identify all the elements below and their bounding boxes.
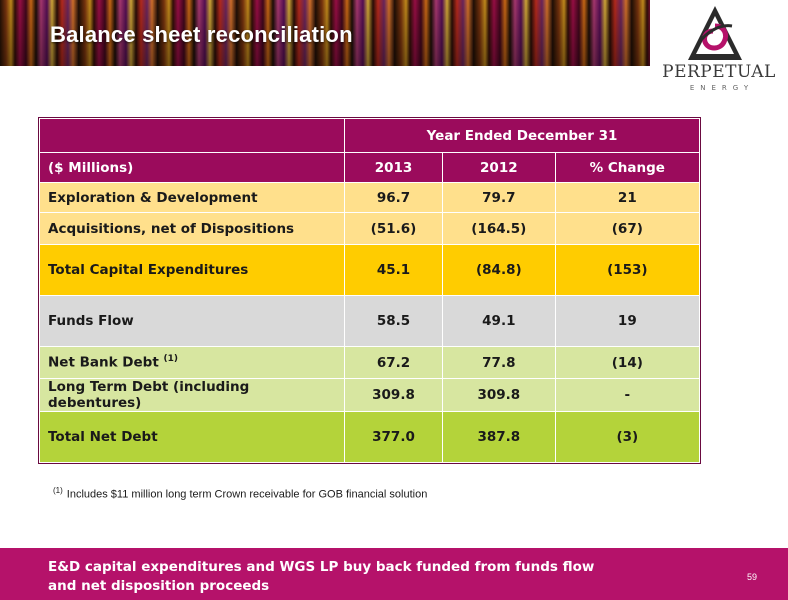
row-label: Net Bank Debt bbox=[48, 354, 159, 371]
page-number: 59 bbox=[746, 572, 757, 582]
footer-message: E&D capital expenditures and WGS LP buy … bbox=[48, 558, 608, 596]
page-title: Balance sheet reconciliation bbox=[50, 22, 353, 47]
value-change: (153) bbox=[554, 244, 701, 296]
footer-line-2: and net disposition proceeds bbox=[48, 578, 270, 594]
value-change: (67) bbox=[554, 212, 701, 245]
table-row: Funds Flow 58.5 49.1 19 bbox=[39, 295, 701, 347]
column-header-2013: 2013 bbox=[344, 152, 443, 183]
value-2013: 58.5 bbox=[344, 295, 443, 347]
value-2013: 96.7 bbox=[344, 182, 443, 213]
table-column-header-row: ($ Millions) 2013 2012 % Change bbox=[39, 152, 701, 183]
year-ended-header: Year Ended December 31 bbox=[344, 118, 700, 153]
balance-sheet-table: Year Ended December 31 ($ Millions) 2013… bbox=[38, 117, 701, 464]
footnote-marker: (1) bbox=[53, 486, 63, 495]
table-row: Acquisitions, net of Dispositions (51.6)… bbox=[39, 212, 701, 245]
value-2012: 49.1 bbox=[441, 295, 556, 347]
value-2013: 45.1 bbox=[344, 244, 443, 296]
perpetual-logo-icon bbox=[688, 6, 742, 60]
logo-subtitle: ENERGY bbox=[689, 84, 755, 92]
value-change: (3) bbox=[554, 411, 701, 463]
table-group-header-row: Year Ended December 31 bbox=[39, 118, 700, 153]
value-2012: 309.8 bbox=[441, 378, 556, 412]
value-2012: 77.8 bbox=[441, 346, 556, 379]
column-header-2012: 2012 bbox=[441, 152, 556, 183]
value-change: (14) bbox=[554, 346, 701, 379]
value-2012: (84.8) bbox=[441, 244, 556, 296]
value-2013: 377.0 bbox=[344, 411, 443, 463]
footer-line-1: E&D capital expenditures and WGS LP buy … bbox=[48, 559, 595, 575]
company-logo: PERPETUAL ENERGY bbox=[650, 0, 788, 98]
row-label-with-footnote: Net Bank Debt (1) bbox=[39, 346, 345, 379]
value-2013: 67.2 bbox=[344, 346, 443, 379]
footnote-text: Includes $11 million long term Crown rec… bbox=[66, 488, 428, 501]
column-header-change: % Change bbox=[554, 152, 701, 183]
footer-band: E&D capital expenditures and WGS LP buy … bbox=[0, 548, 788, 600]
footnote: (1) Includes $11 million long term Crown … bbox=[53, 486, 427, 501]
table-row: Total Capital Expenditures 45.1 (84.8) (… bbox=[39, 244, 701, 296]
footnote-marker: (1) bbox=[163, 354, 178, 365]
value-2013: 309.8 bbox=[344, 378, 443, 412]
value-2012: (164.5) bbox=[441, 212, 556, 245]
table-row: Net Bank Debt (1) 67.2 77.8 (14) bbox=[39, 346, 701, 379]
table-row: Total Net Debt 377.0 387.8 (3) bbox=[39, 411, 701, 463]
table-row: Exploration & Development 96.7 79.7 21 bbox=[39, 182, 701, 213]
column-header-units: ($ Millions) bbox=[39, 152, 345, 183]
row-label: Total Net Debt bbox=[39, 411, 345, 463]
empty-header-cell bbox=[39, 118, 345, 153]
row-label: Long Term Debt (including debentures) bbox=[39, 378, 345, 412]
value-change: - bbox=[554, 378, 701, 412]
value-change: 19 bbox=[554, 295, 701, 347]
row-label: Acquisitions, net of Dispositions bbox=[39, 212, 345, 245]
table-row: Long Term Debt (including debentures) 30… bbox=[39, 378, 701, 412]
value-2012: 79.7 bbox=[441, 182, 556, 213]
row-label: Total Capital Expenditures bbox=[39, 244, 345, 296]
row-label: Funds Flow bbox=[39, 295, 345, 347]
value-2013: (51.6) bbox=[344, 212, 443, 245]
value-change: 21 bbox=[554, 182, 701, 213]
value-2012: 387.8 bbox=[441, 411, 556, 463]
row-label: Exploration & Development bbox=[39, 182, 345, 213]
logo-name: PERPETUAL bbox=[662, 62, 776, 82]
